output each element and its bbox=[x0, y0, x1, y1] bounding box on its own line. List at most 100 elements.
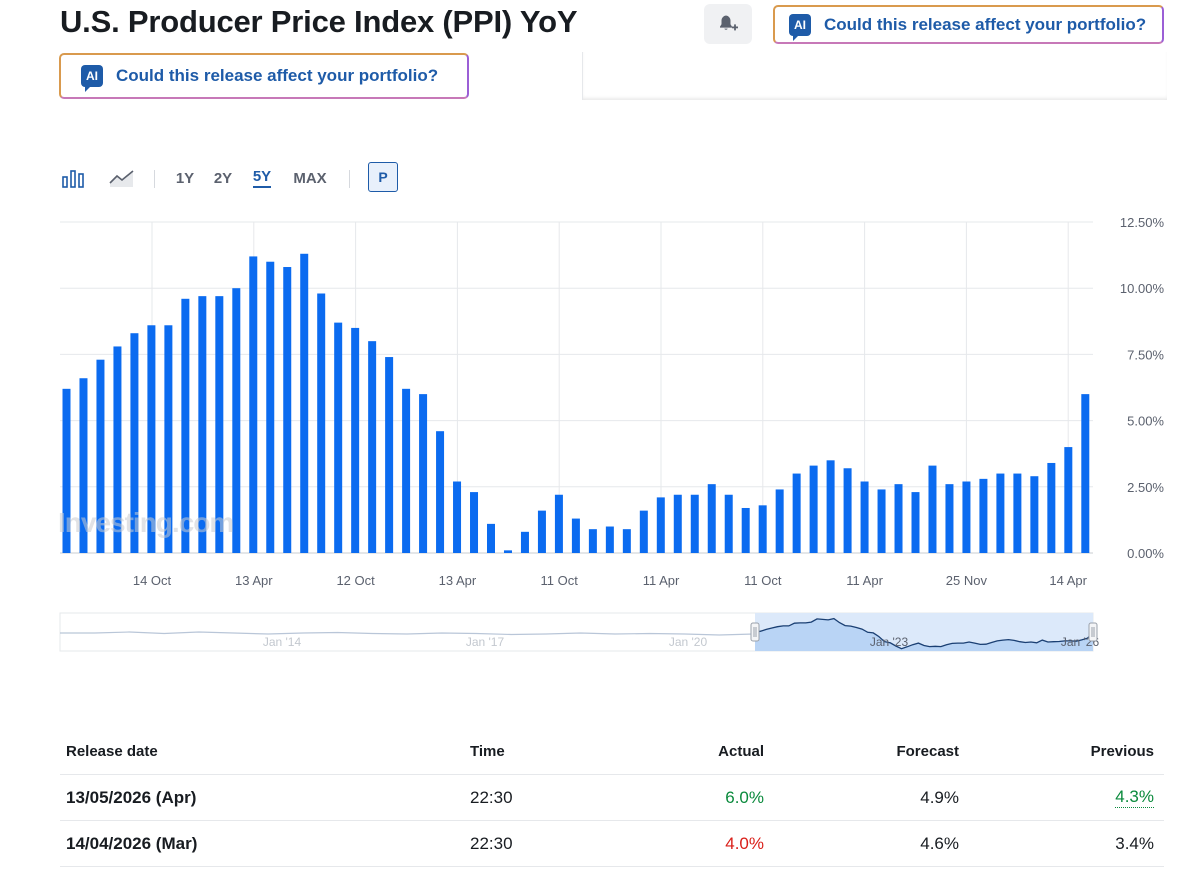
ppi-bar bbox=[334, 322, 343, 553]
ppi-bar bbox=[351, 327, 360, 553]
ppi-bar bbox=[1013, 473, 1022, 553]
header-previous: Previous bbox=[1090, 742, 1154, 760]
ppi-bar bbox=[520, 531, 529, 553]
ppi-bar bbox=[622, 529, 631, 553]
p-toggle-button[interactable]: P bbox=[368, 162, 398, 192]
header-actual: Actual bbox=[718, 742, 764, 760]
page-title: U.S. Producer Price Index (PPI) YoY bbox=[60, 4, 578, 39]
bar-chart-type-button[interactable] bbox=[60, 162, 88, 194]
ppi-bar bbox=[877, 489, 886, 553]
range-5y[interactable]: 5Y bbox=[249, 162, 275, 194]
previous-revised-link[interactable]: 4.3% bbox=[1115, 787, 1154, 808]
ai-chat-icon: AI bbox=[81, 65, 103, 92]
table-row: 14/04/2026 (Mar) 22:30 4.0% 4.6% 3.4% bbox=[60, 821, 1164, 867]
navigator-label: Jan '17 bbox=[466, 635, 505, 649]
x-tick-label: 12 Oct bbox=[336, 573, 375, 588]
x-tick-label: 11 Apr bbox=[643, 573, 680, 588]
navigator-handle[interactable] bbox=[750, 622, 760, 642]
x-tick-label: 25 Nov bbox=[946, 573, 988, 588]
ppi-bar bbox=[809, 465, 818, 553]
investing-watermark: Investing.com bbox=[58, 507, 233, 538]
release-date-cell: 13/05/2026 (Apr) bbox=[66, 787, 197, 807]
previous-cell: 4.3% bbox=[1115, 775, 1154, 820]
ppi-bar bbox=[215, 296, 224, 553]
x-tick-label: 11 Apr bbox=[846, 573, 883, 588]
x-tick-label: 11 Oct bbox=[744, 573, 782, 588]
ai-portfolio-label: Could this release affect your portfolio… bbox=[116, 66, 439, 85]
ppi-bar bbox=[232, 288, 241, 553]
ai-portfolio-label: Could this release affect your portfolio… bbox=[824, 14, 1147, 34]
ppi-bar bbox=[588, 529, 597, 553]
ppi-bar bbox=[928, 465, 937, 553]
y-tick-label: 0.00% bbox=[1127, 546, 1164, 561]
ppi-bar bbox=[945, 484, 954, 553]
range-2y[interactable]: 2Y bbox=[213, 169, 233, 187]
x-tick-label: 13 Apr bbox=[439, 573, 477, 588]
ppi-bar bbox=[470, 492, 479, 553]
navigator-handle[interactable] bbox=[1088, 622, 1098, 642]
ppi-bar bbox=[147, 325, 156, 553]
release-date-cell: 14/04/2026 (Mar) bbox=[66, 833, 198, 853]
ppi-bar bbox=[673, 494, 682, 553]
ppi-bar bbox=[79, 378, 88, 553]
table-header-row: Release date Time Actual Forecast Previo… bbox=[60, 728, 1164, 775]
ai-portfolio-button[interactable]: AI Could this release affect your portfo… bbox=[59, 53, 469, 99]
ppi-bar bbox=[979, 478, 988, 553]
ppi-bar bbox=[554, 494, 563, 553]
forecast-cell: 4.9% bbox=[920, 787, 959, 807]
ppi-bar bbox=[62, 388, 71, 553]
ppi-bar bbox=[724, 494, 733, 553]
header-forecast: Forecast bbox=[896, 742, 959, 760]
ppi-bar bbox=[181, 298, 190, 553]
ppi-bar bbox=[402, 388, 411, 553]
ppi-bar bbox=[487, 523, 495, 553]
ppi-bar bbox=[130, 333, 139, 553]
ppi-bar bbox=[1047, 462, 1056, 553]
ppi-bar bbox=[283, 267, 292, 553]
ppi-bar bbox=[1081, 394, 1090, 553]
ai-chat-icon: AI bbox=[789, 13, 811, 41]
x-tick-label: 13 Apr bbox=[235, 573, 273, 588]
navigator-label: Jan '20 bbox=[669, 635, 708, 649]
ppi-bar bbox=[164, 325, 173, 553]
y-tick-label: 5.00% bbox=[1127, 414, 1164, 429]
ppi-bar bbox=[266, 261, 275, 553]
header-time: Time bbox=[470, 742, 505, 760]
navigator-label: Jan '14 bbox=[263, 635, 302, 649]
ppi-bar bbox=[826, 460, 835, 553]
ppi-bar bbox=[792, 473, 801, 553]
range-1y[interactable]: 1Y bbox=[175, 169, 195, 187]
ppi-bar bbox=[860, 481, 869, 553]
ppi-bar bbox=[775, 489, 784, 553]
time-cell: 22:30 bbox=[470, 787, 513, 807]
x-tick-label: 14 Oct bbox=[133, 573, 172, 588]
ai-portfolio-button-header[interactable]: AI Could this release affect your portfo… bbox=[773, 5, 1164, 44]
ppi-bar bbox=[300, 253, 309, 553]
ppi-bar bbox=[198, 296, 207, 553]
add-alert-button[interactable] bbox=[704, 4, 752, 44]
ppi-bar bbox=[436, 431, 445, 553]
release-history-table: Release date Time Actual Forecast Previo… bbox=[60, 728, 1164, 867]
ppi-bar bbox=[690, 494, 699, 553]
table-row: 13/05/2026 (Apr) 22:30 6.0% 4.9% 4.3% bbox=[60, 775, 1164, 821]
ppi-bar bbox=[537, 510, 546, 553]
area-chart-type-button[interactable] bbox=[108, 162, 136, 194]
chart-navigator[interactable]: Jan '14 Jan '17 Jan '20 Jan '23 Jan '26 bbox=[0, 605, 1200, 655]
navigator-label: Jan '23 bbox=[870, 635, 909, 649]
ppi-bar bbox=[113, 346, 122, 553]
actual-cell: 4.0% bbox=[725, 833, 764, 853]
ppi-bar bbox=[385, 357, 394, 553]
navigator-selected-line bbox=[754, 617, 1094, 650]
ppi-bar bbox=[571, 518, 580, 553]
header-release-date: Release date bbox=[66, 742, 158, 760]
ppi-bar bbox=[419, 394, 428, 553]
ppi-bar bbox=[996, 473, 1005, 553]
ppi-bar bbox=[317, 293, 326, 553]
y-tick-label: 2.50% bbox=[1127, 480, 1164, 495]
range-max[interactable]: MAX bbox=[293, 169, 327, 187]
ppi-bar bbox=[741, 507, 750, 553]
ppi-bar bbox=[605, 526, 614, 553]
ppi-bar bbox=[707, 484, 716, 553]
forecast-cell: 4.6% bbox=[920, 833, 959, 853]
navigator-selected-area bbox=[755, 618, 1093, 651]
